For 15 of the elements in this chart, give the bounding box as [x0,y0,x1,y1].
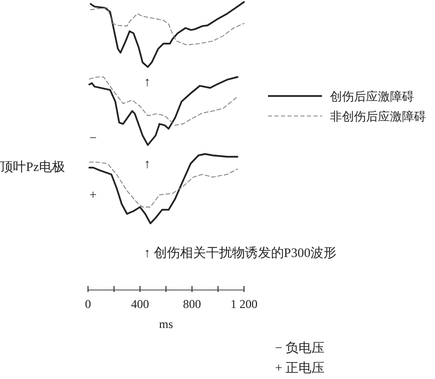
annotation: − [89,130,97,145]
x-tick-label: 400 [131,297,149,311]
annotation: ↑ [144,156,150,171]
text: − 负电压 [275,340,325,355]
x-tick-label: 800 [183,297,201,311]
x-tick-label: 1 200 [230,297,258,311]
x-axis-title: ms [158,317,174,331]
legend-label: 创伤后应激障碍 [330,90,414,104]
annotation: ↑ [144,74,150,89]
legend-label: 非创伤后应激障碍 [330,110,426,124]
text: + 正电压 [275,360,325,375]
x-tick-label: 0 [85,297,91,311]
annotation: ↑ 创伤相关干扰物诱发的P300波形 [144,245,336,260]
y-axis-title: 顶叶Pz电极 [0,159,65,174]
annotation: + [89,187,97,202]
